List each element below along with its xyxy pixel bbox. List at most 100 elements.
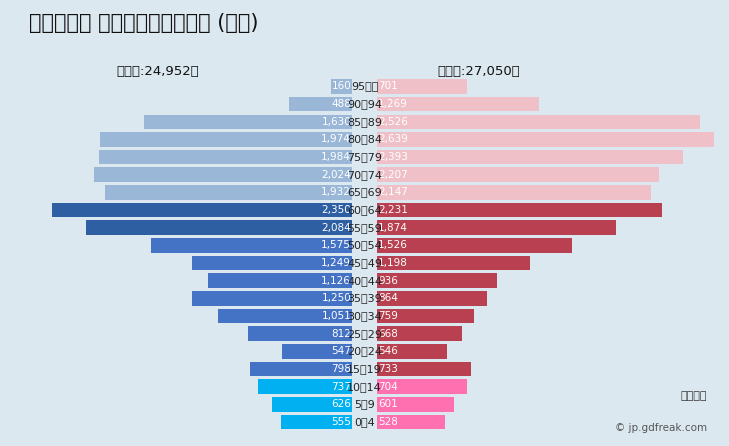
Text: 30～34: 30～34 xyxy=(347,311,382,321)
Bar xyxy=(378,256,530,270)
Text: 812: 812 xyxy=(331,329,351,339)
Bar xyxy=(378,344,447,359)
Bar xyxy=(378,132,714,147)
Text: 1,874: 1,874 xyxy=(378,223,408,233)
Bar xyxy=(192,291,352,306)
Text: 65～69: 65～69 xyxy=(347,187,382,198)
Text: 2,147: 2,147 xyxy=(378,187,408,198)
Bar xyxy=(378,326,462,341)
Text: 668: 668 xyxy=(378,329,398,339)
Bar xyxy=(378,203,662,217)
Bar xyxy=(378,273,496,288)
Bar xyxy=(289,97,352,112)
Bar xyxy=(378,238,572,252)
Text: 90～94: 90～94 xyxy=(347,99,382,109)
Text: 55～59: 55～59 xyxy=(347,223,382,233)
Bar xyxy=(378,291,488,306)
Bar xyxy=(378,380,467,394)
Bar xyxy=(86,220,352,235)
Bar xyxy=(248,326,352,341)
Text: 936: 936 xyxy=(378,276,398,286)
Text: 単位：人: 単位：人 xyxy=(681,392,707,401)
Text: 40～44: 40～44 xyxy=(347,276,382,286)
Bar xyxy=(378,150,682,164)
Text: 2,639: 2,639 xyxy=(378,134,408,145)
Text: 2,393: 2,393 xyxy=(378,152,408,162)
Text: 2,084: 2,084 xyxy=(321,223,351,233)
Bar xyxy=(272,397,352,412)
Text: 1,269: 1,269 xyxy=(378,99,408,109)
Text: 547: 547 xyxy=(331,347,351,356)
Text: 男性計:24,952人: 男性計:24,952人 xyxy=(117,65,200,78)
Text: 737: 737 xyxy=(331,382,351,392)
Bar xyxy=(250,362,352,376)
Bar xyxy=(98,150,352,164)
Text: 2,207: 2,207 xyxy=(378,170,408,180)
Text: 1,974: 1,974 xyxy=(321,134,351,145)
Bar xyxy=(93,168,352,182)
Bar xyxy=(218,309,352,323)
Text: 70～74: 70～74 xyxy=(347,170,382,180)
Text: 45～49: 45～49 xyxy=(347,258,382,268)
Bar xyxy=(378,220,616,235)
Text: 733: 733 xyxy=(378,364,398,374)
Text: 2,350: 2,350 xyxy=(321,205,351,215)
Bar xyxy=(100,132,352,147)
Text: 555: 555 xyxy=(331,417,351,427)
Text: © jp.gdfreak.com: © jp.gdfreak.com xyxy=(615,423,707,433)
Text: 701: 701 xyxy=(378,82,397,91)
Text: 2,526: 2,526 xyxy=(378,117,408,127)
Text: 1,575: 1,575 xyxy=(321,240,351,250)
Text: 1,051: 1,051 xyxy=(321,311,351,321)
Text: ２０３５年 宇和島市の人口構成 (予測): ２０３５年 宇和島市の人口構成 (予測) xyxy=(29,13,259,33)
Bar xyxy=(378,97,539,112)
Text: 95歳～: 95歳～ xyxy=(351,82,378,91)
Text: 546: 546 xyxy=(378,347,398,356)
Bar xyxy=(378,115,700,129)
Bar xyxy=(378,309,474,323)
Text: 85～89: 85～89 xyxy=(347,117,382,127)
Text: 1,984: 1,984 xyxy=(321,152,351,162)
Text: 2,231: 2,231 xyxy=(378,205,408,215)
Bar xyxy=(378,415,445,429)
Bar xyxy=(378,362,471,376)
Text: 80～84: 80～84 xyxy=(347,134,382,145)
Bar xyxy=(208,273,352,288)
Text: 25～29: 25～29 xyxy=(347,329,382,339)
Bar xyxy=(378,168,659,182)
Bar xyxy=(192,256,352,270)
Text: 1,526: 1,526 xyxy=(378,240,408,250)
Text: 528: 528 xyxy=(378,417,398,427)
Text: 798: 798 xyxy=(331,364,351,374)
Text: 1,198: 1,198 xyxy=(378,258,408,268)
Text: 704: 704 xyxy=(378,382,397,392)
Bar xyxy=(151,238,352,252)
Text: 488: 488 xyxy=(331,99,351,109)
Text: 75～79: 75～79 xyxy=(347,152,382,162)
Bar xyxy=(378,79,467,94)
Text: 626: 626 xyxy=(331,399,351,409)
Bar xyxy=(281,415,352,429)
Text: 864: 864 xyxy=(378,293,398,303)
Text: 1,126: 1,126 xyxy=(321,276,351,286)
Text: 759: 759 xyxy=(378,311,398,321)
Bar xyxy=(52,203,352,217)
Text: 601: 601 xyxy=(378,399,397,409)
Text: 20～24: 20～24 xyxy=(347,347,382,356)
Bar xyxy=(144,115,352,129)
Text: 1,932: 1,932 xyxy=(321,187,351,198)
Text: 1,630: 1,630 xyxy=(321,117,351,127)
Bar xyxy=(282,344,352,359)
Text: 1,250: 1,250 xyxy=(321,293,351,303)
Text: 女性計:27,050人: 女性計:27,050人 xyxy=(437,65,521,78)
Bar xyxy=(378,185,651,200)
Text: 5～9: 5～9 xyxy=(354,399,375,409)
Text: 50～54: 50～54 xyxy=(347,240,382,250)
Text: 10～14: 10～14 xyxy=(347,382,382,392)
Text: 35～39: 35～39 xyxy=(347,293,382,303)
Text: 160: 160 xyxy=(332,82,351,91)
Bar xyxy=(105,185,352,200)
Text: 0～4: 0～4 xyxy=(354,417,375,427)
Text: 60～64: 60～64 xyxy=(347,205,382,215)
Text: 1,249: 1,249 xyxy=(321,258,351,268)
